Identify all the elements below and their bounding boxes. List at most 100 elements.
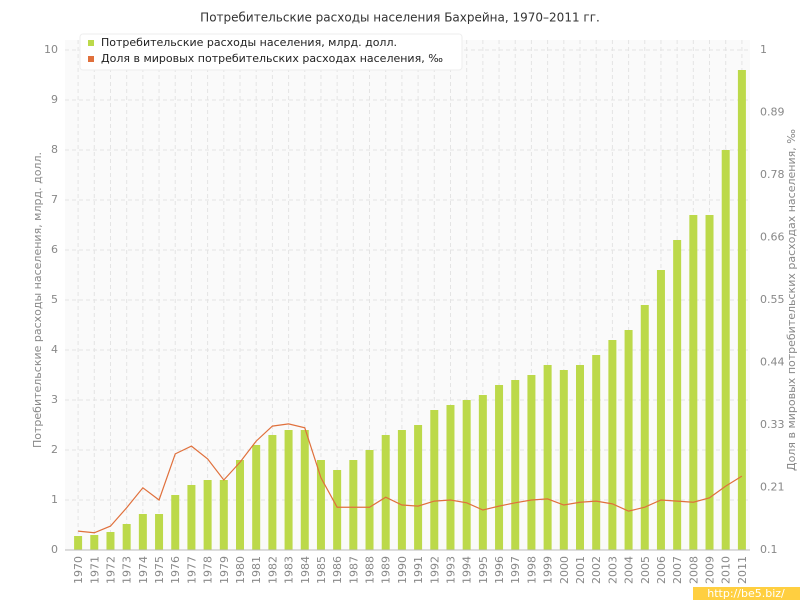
x-tick-label: 1995 (477, 556, 490, 584)
watermark-bg (693, 587, 800, 600)
bar (527, 375, 536, 550)
bar (511, 380, 520, 550)
watermark: http://be5.biz/ (707, 587, 785, 600)
y2-tick-label: 0.66 (760, 231, 785, 244)
bar (543, 365, 552, 550)
bar (300, 430, 309, 550)
y-tick-label: 4 (51, 343, 58, 356)
x-tick-label: 1992 (428, 556, 441, 584)
bar (203, 480, 212, 550)
bar (576, 365, 584, 550)
x-tick-label: 2011 (736, 556, 749, 584)
x-tick-label: 2004 (623, 556, 636, 584)
bar (349, 460, 358, 550)
x-tick-label: 1981 (250, 556, 263, 584)
bar (608, 340, 617, 550)
bar (721, 150, 730, 550)
x-tick-label: 1996 (493, 556, 506, 584)
bar (397, 430, 406, 550)
x-tick-label: 1986 (331, 556, 344, 584)
x-tick-label: 1975 (153, 556, 166, 584)
y-tick-label: 3 (51, 393, 58, 406)
x-tick-label: 2002 (590, 556, 603, 584)
y-tick-label: 0 (51, 543, 58, 556)
bar (74, 536, 83, 550)
x-tick-label: 1976 (169, 556, 182, 584)
bar (236, 460, 244, 550)
bar (219, 480, 228, 550)
y-tick-label: 1 (51, 493, 58, 506)
y-tick-label: 7 (51, 193, 58, 206)
bar (122, 524, 131, 550)
bar (737, 70, 746, 550)
x-tick-label: 1974 (137, 556, 150, 584)
bar (414, 425, 423, 550)
bar (284, 430, 293, 550)
bar (268, 435, 277, 550)
x-tick-label: 2001 (574, 556, 587, 584)
bar (495, 385, 504, 550)
legend (79, 33, 463, 71)
plot-area (65, 40, 750, 550)
y2-tick-label: 0.21 (760, 481, 785, 494)
x-tick-label: 1987 (347, 556, 360, 584)
bar (365, 450, 374, 550)
x-tick-label: 2003 (606, 556, 619, 584)
x-tick-label: 2009 (704, 556, 717, 584)
x-tick-label: 1982 (266, 556, 279, 584)
y2-tick-label: 0.33 (760, 418, 785, 431)
y2-tick-label: 0.55 (760, 293, 785, 306)
line (78, 423, 743, 534)
x-tick-label: 1994 (461, 556, 474, 584)
x-tick-label: 1999 (542, 556, 555, 584)
bar (333, 470, 342, 550)
chart-title: Потребительские расходы населения Бахрей… (200, 11, 600, 25)
y2-tick-label: 0.1 (760, 543, 778, 556)
x-tick-label: 2006 (655, 556, 668, 584)
bar (316, 460, 325, 550)
bar (430, 410, 439, 550)
bar (187, 485, 196, 550)
x-tick-label: 1989 (380, 556, 393, 584)
x-tick-label: 1983 (283, 556, 296, 584)
x-tick-label: 1978 (202, 556, 215, 584)
bar (462, 400, 471, 550)
x-tick-label: 1971 (88, 556, 101, 584)
x-tick-label: 2007 (671, 556, 684, 584)
y-tick-label: 5 (51, 293, 58, 306)
legend-label: Доля в мировых потребительских расходах … (101, 52, 443, 65)
x-tick-label: 1990 (396, 556, 409, 584)
bar (155, 514, 164, 550)
y2-tick-label: 0.44 (760, 356, 785, 369)
x-tick-label: 1980 (234, 556, 247, 584)
bar (171, 495, 180, 550)
y-tick-label: 6 (51, 243, 58, 256)
y-tick-label: 10 (44, 43, 58, 56)
bar (640, 305, 649, 550)
bar (624, 330, 633, 550)
y2-tick-label: 1 (760, 43, 767, 56)
bar (592, 355, 601, 550)
y2-tick-label: 0.78 (760, 168, 785, 181)
bar (673, 240, 682, 550)
bar (381, 435, 390, 550)
bar (656, 270, 665, 550)
x-tick-label: 1973 (121, 556, 134, 584)
y-tick-label: 2 (51, 443, 58, 456)
legend-swatch (88, 56, 94, 62)
x-tick-label: 2005 (639, 556, 652, 584)
y-tick-label: 8 (51, 143, 58, 156)
bar (106, 532, 115, 550)
y-tick-label: 9 (51, 93, 58, 106)
x-tick-label: 1993 (444, 556, 457, 584)
x-tick-label: 2000 (558, 556, 571, 584)
bar (559, 370, 568, 550)
bar (90, 535, 99, 550)
x-tick-label: 1998 (525, 556, 538, 584)
bar (689, 215, 698, 550)
x-tick-label: 1985 (315, 556, 328, 584)
x-tick-label: 1970 (72, 556, 85, 584)
bar (252, 445, 261, 550)
x-tick-label: 2010 (720, 556, 733, 584)
x-tick-label: 2008 (687, 556, 700, 584)
